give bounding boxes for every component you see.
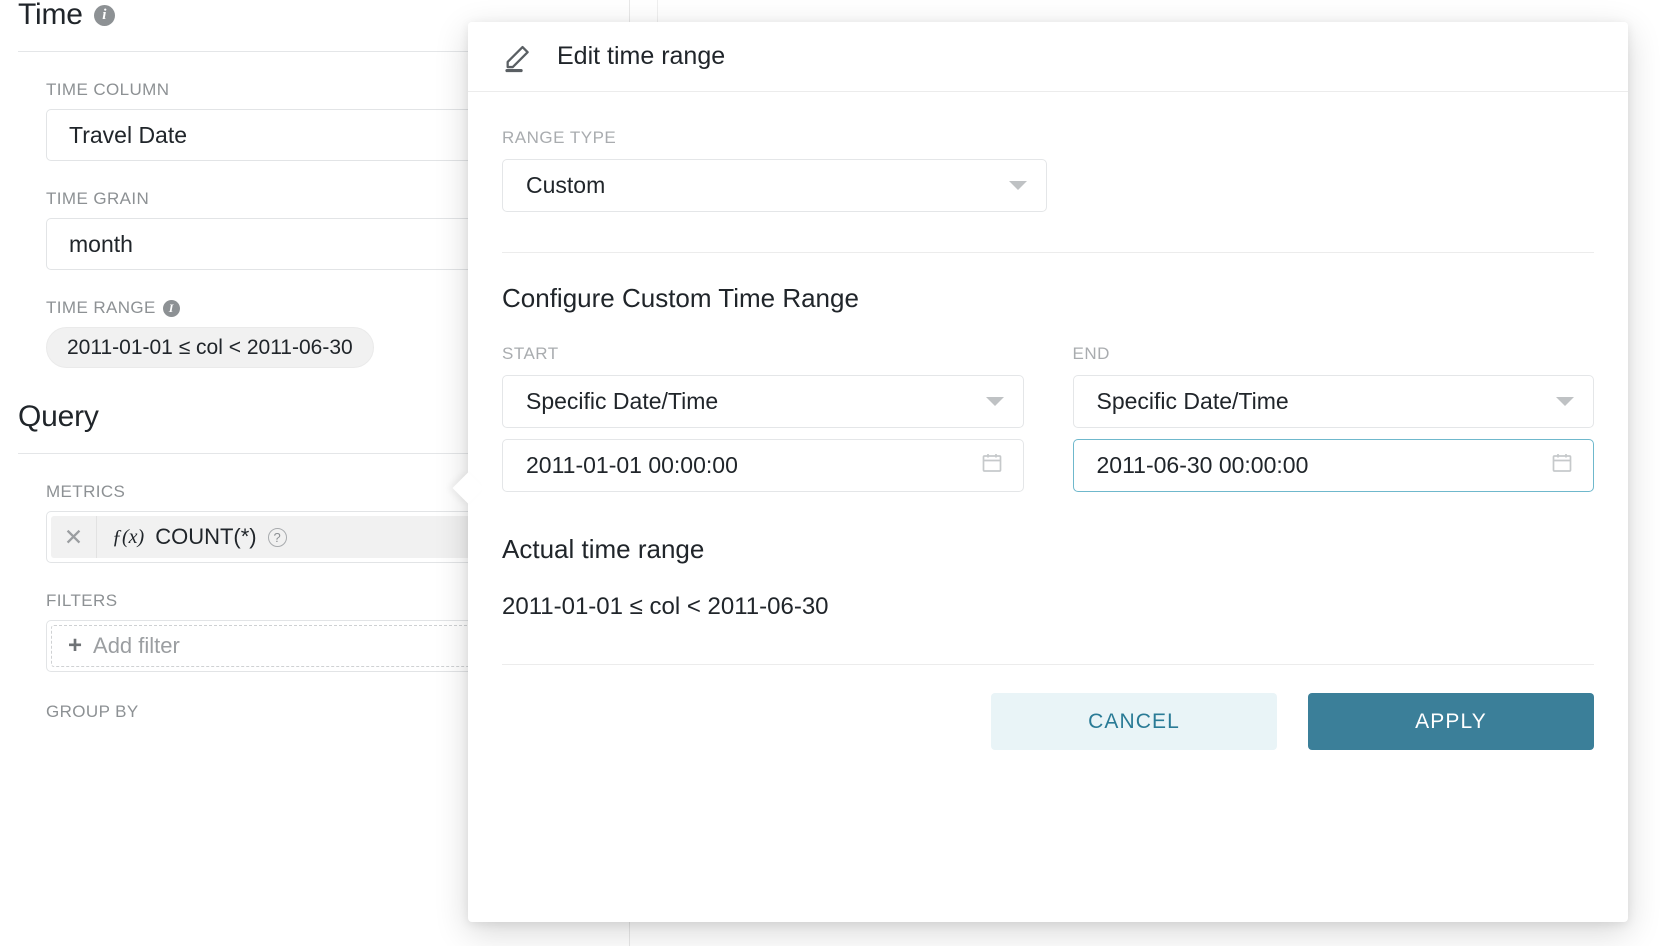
time-range-pill[interactable]: 2011-01-01 ≤ col < 2011-06-30 — [46, 327, 374, 368]
range-type-label: RANGE TYPE — [502, 128, 617, 147]
range-type-select[interactable]: Custom — [502, 159, 1047, 212]
add-filter-button[interactable]: + Add filter — [51, 625, 607, 667]
end-mode-value: Specific Date/Time — [1096, 388, 1289, 414]
end-column: END Specific Date/Time 2011-06-30 00:00:… — [1072, 344, 1594, 492]
end-datetime-input[interactable]: 2011-06-30 00:00:00 — [1072, 439, 1594, 492]
modal-header: Edit time range — [468, 22, 1628, 92]
start-column: START Specific Date/Time 2011-01-01 00:0… — [502, 344, 1024, 492]
cancel-button[interactable]: CANCEL — [991, 693, 1277, 750]
modal-body: RANGE TYPE Custom Configure Custom Time … — [468, 92, 1628, 665]
range-type-value: Custom — [526, 172, 606, 198]
metric-chip-body: ƒ(x) COUNT(*) ? — [97, 524, 287, 550]
end-label: END — [1072, 344, 1110, 363]
plus-icon: + — [68, 632, 83, 659]
time-grain-label: TIME GRAIN — [46, 189, 150, 208]
filters-label: FILTERS — [46, 591, 118, 610]
metric-value: COUNT(*) — [155, 524, 257, 549]
time-range-label-text: TIME RANGE — [46, 298, 156, 317]
add-filter-label: Add filter — [93, 633, 180, 658]
fx-icon: ƒ(x) — [112, 525, 145, 548]
start-mode-value: Specific Date/Time — [526, 388, 719, 414]
query-section: Query — [18, 402, 612, 454]
time-column-value: Travel Date — [69, 121, 188, 148]
edit-time-range-modal: Edit time range RANGE TYPE Custom Config… — [452, 22, 1628, 784]
end-datetime-value: 2011-06-30 00:00:00 — [1096, 452, 1309, 478]
time-section-divider — [18, 51, 612, 52]
calendar-icon[interactable] — [980, 451, 1004, 481]
calendar-icon[interactable] — [1550, 451, 1574, 481]
apply-button[interactable]: APPLY — [1308, 693, 1594, 750]
time-range-pill-value: 2011-01-01 ≤ col < 2011-06-30 — [67, 335, 353, 359]
time-range-label: TIME RANGE i — [46, 298, 612, 318]
start-label: START — [502, 344, 559, 363]
query-section-divider — [18, 453, 612, 454]
chevron-down-icon — [1009, 181, 1027, 190]
configure-heading: Configure Custom Time Range — [502, 283, 859, 313]
date-columns: START Specific Date/Time 2011-01-01 00:0… — [502, 344, 1594, 492]
chevron-down-icon — [1556, 397, 1574, 406]
time-range-field: TIME RANGE i 2011-01-01 ≤ col < 2011-06-… — [18, 298, 612, 368]
start-datetime-value: 2011-01-01 00:00:00 — [526, 452, 738, 478]
time-column-label: TIME COLUMN — [46, 80, 170, 99]
panel-divider-secondary — [657, 0, 658, 30]
modal-footer: CANCEL APPLY — [468, 665, 1628, 784]
end-mode-select[interactable]: Specific Date/Time — [1072, 375, 1594, 428]
metrics-label: METRICS — [46, 482, 126, 501]
time-section-title: Time i — [18, 0, 612, 30]
chevron-down-icon — [985, 397, 1004, 406]
info-icon[interactable]: i — [93, 4, 115, 26]
actual-time-range-heading: Actual time range — [502, 534, 705, 564]
start-mode-select[interactable]: Specific Date/Time — [502, 375, 1024, 428]
time-section-label: Time — [18, 0, 83, 31]
actual-time-range-value: 2011-01-01 ≤ col < 2011-06-30 — [502, 593, 829, 620]
section-divider — [502, 252, 1594, 253]
group-by-label: GROUP BY — [46, 702, 139, 721]
filters-field: FILTERS + Add filter — [18, 591, 612, 672]
start-datetime-input[interactable]: 2011-01-01 00:00:00 — [502, 439, 1024, 492]
question-icon[interactable]: ? — [267, 527, 287, 547]
filters-control: + Add filter — [46, 620, 612, 672]
query-section-label: Query — [18, 400, 99, 433]
info-icon[interactable]: i — [162, 299, 180, 317]
query-section-title: Query — [18, 402, 612, 432]
modal-title: Edit time range — [557, 42, 726, 70]
pencil-edit-icon — [502, 40, 536, 74]
close-icon[interactable]: ✕ — [51, 516, 97, 558]
time-grain-value: month — [69, 230, 133, 257]
footer-divider — [502, 664, 1594, 665]
